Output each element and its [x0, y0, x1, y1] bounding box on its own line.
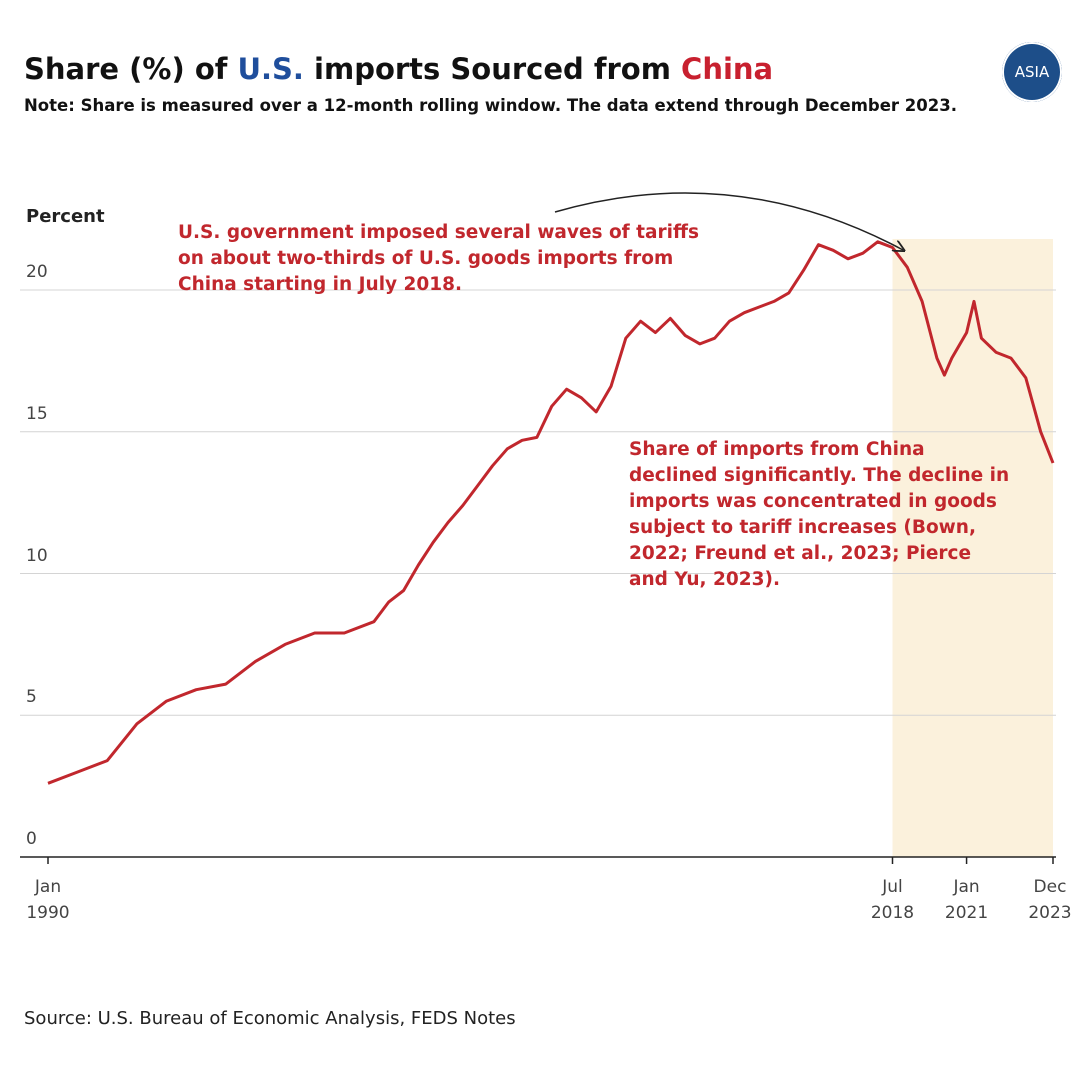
logo: ASIA: [1002, 42, 1062, 102]
x-tick-label: Jan 2021: [944, 877, 989, 923]
source: Source: U.S. Bureau of Economic Analysis…: [24, 1008, 516, 1029]
title-part: China: [681, 52, 774, 86]
x-tick-label: Dec 2023: [1028, 877, 1072, 923]
data-line: [47, 240, 1055, 785]
chart-title: Share (%) of U.S. imports Sourced from C…: [24, 52, 773, 86]
y-tick-label: 15: [26, 403, 48, 424]
highlight-band: [892, 239, 1053, 857]
y-axis-label: Percent: [26, 206, 105, 227]
y-tick-label: 0: [26, 829, 37, 849]
annotation: Share of imports from China declined sig…: [629, 439, 1010, 590]
annotation: U.S. government imposed several waves of…: [178, 222, 699, 295]
x-tick-label: Jul 2018: [870, 877, 915, 923]
plot-area: [20, 239, 1056, 864]
y-tick-label: 10: [26, 545, 48, 566]
title-part: Share (%) of: [24, 52, 238, 86]
title-part: imports Sourced from: [303, 52, 682, 86]
title-part: U.S.: [237, 52, 304, 86]
annotation-arrow: [554, 192, 903, 250]
y-tick-label: 5: [26, 687, 37, 708]
y-tick-label: 20: [26, 262, 48, 283]
x-tick-label: Jan 1990: [26, 877, 70, 923]
chart-subtitle: Note: Share is measured over a 12-month …: [24, 96, 957, 115]
